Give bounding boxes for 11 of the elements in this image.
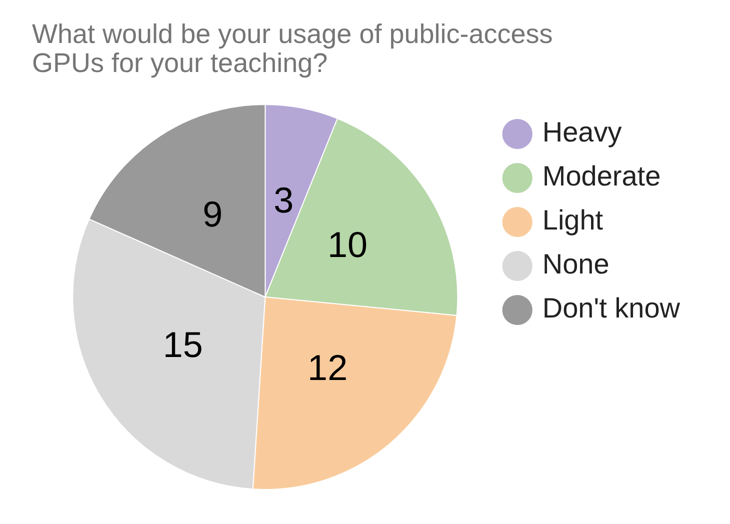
- data-label: 10: [327, 224, 368, 266]
- legend-label: None: [542, 248, 610, 280]
- data-label: 12: [308, 347, 348, 388]
- legend-label: Moderate: [542, 160, 661, 192]
- data-label: 9: [202, 193, 223, 234]
- legend-label: Don't know: [542, 292, 681, 324]
- data-label: 15: [162, 324, 203, 365]
- data-label: 3: [274, 179, 294, 220]
- legend-label: Light: [542, 204, 604, 236]
- chart-title: What would be your usage of public-access GPUs for your teaching?: [32, 19, 554, 78]
- legend-label: Heavy: [542, 116, 622, 148]
